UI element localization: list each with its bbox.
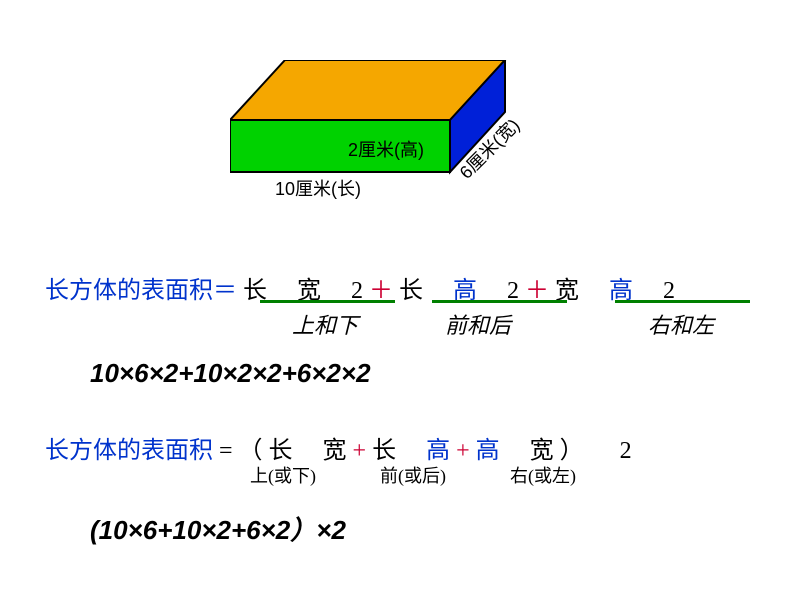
annotation-1a: 上和下 [292, 308, 358, 340]
f2-t1: 长 [269, 438, 293, 464]
annotation-1c: 右和左 [648, 308, 714, 340]
annotation-2a: 上(或下) [250, 462, 316, 488]
calculation-2: (10×6+10×2+6×2）×2 [90, 510, 346, 547]
f2-p1: + [353, 438, 367, 464]
formula-2: 长方体的表面积 = （ 长 宽 + 长 高 + 高 宽 ） 2 [45, 430, 632, 465]
label-length: 10厘米(长) [275, 175, 361, 201]
f2-lp: （ [239, 438, 263, 464]
f1-t4: 长 [399, 278, 423, 304]
f2-rp: ） [560, 438, 584, 464]
f2-eq: = [219, 438, 233, 464]
f2-prefix: 长方体的表面积 [45, 438, 213, 464]
calculation-1: 10×6×2+10×2×2+6×2×2 [90, 358, 371, 389]
underline-1b [432, 300, 567, 303]
annotation-2b: 前(或后) [380, 462, 446, 488]
f2-t6: 宽 [530, 438, 554, 464]
f2-t3: 长 [372, 438, 396, 464]
underline-1c [615, 300, 750, 303]
f2-p2: + [456, 438, 470, 464]
f2-t5: 高 [476, 438, 500, 464]
f2-t2: 宽 [323, 438, 347, 464]
underline-1a [260, 300, 395, 303]
f2-t7: 2 [620, 438, 632, 464]
cuboid-diagram: 2厘米(高) 10厘米(长) 6厘米(宽) [230, 60, 580, 190]
f2-t4: 高 [426, 438, 450, 464]
label-height: 2厘米(高) [348, 136, 424, 162]
annotation-1b: 前和后 [445, 308, 511, 340]
f1-prefix: 长方体的表面积＝ [45, 278, 237, 304]
annotation-2c: 右(或左) [510, 462, 576, 488]
